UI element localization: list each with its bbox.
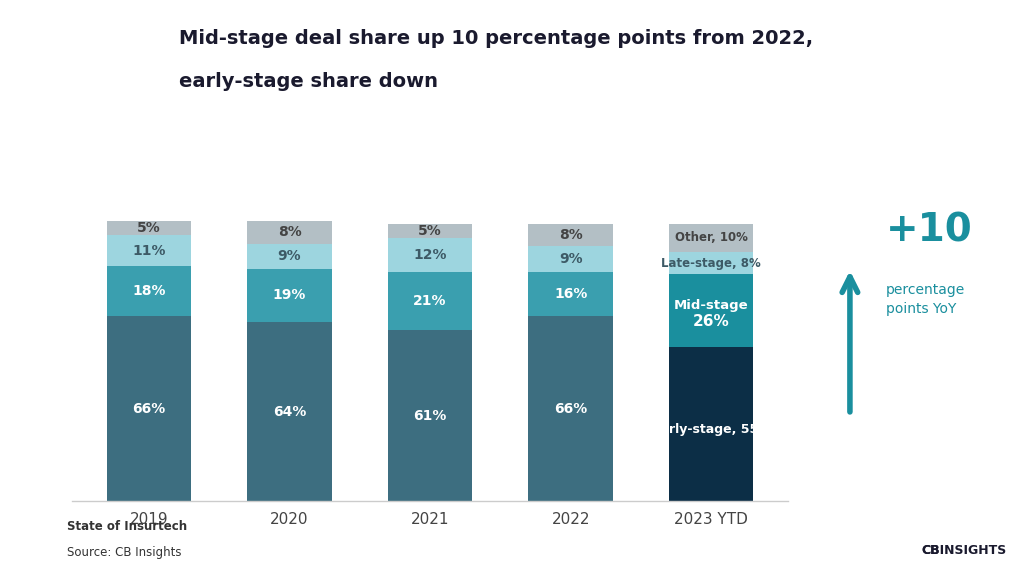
Bar [388,331,472,501]
Text: percentage
points YoY: percentage points YoY [886,283,965,316]
Text: State of Insurtech: State of Insurtech [67,520,186,533]
Bar [248,244,332,269]
Text: 64%: 64% [272,404,306,419]
Text: CBINSIGHTS: CBINSIGHTS [922,544,1007,556]
Bar [388,238,472,271]
Text: 26%: 26% [693,314,729,329]
Bar [388,271,472,331]
Bar [106,266,191,316]
Text: Late-stage, 8%: Late-stage, 8% [662,257,761,270]
Bar [248,269,332,322]
Text: 19%: 19% [272,289,306,302]
Bar [528,271,612,316]
Text: 5%: 5% [137,221,161,235]
Bar [106,221,191,235]
Text: 12%: 12% [414,248,446,262]
Bar [106,235,191,266]
Text: early-stage share down: early-stage share down [179,72,438,91]
Bar [528,224,612,247]
Text: Mid-stage deal share up 10 percentage points from 2022,: Mid-stage deal share up 10 percentage po… [179,29,813,48]
Text: Other, 10%: Other, 10% [675,232,748,244]
Text: Early-stage, 55%: Early-stage, 55% [652,423,770,436]
Text: 8%: 8% [559,228,583,242]
Bar [669,224,754,252]
Text: 16%: 16% [554,287,588,301]
Text: 21%: 21% [414,294,446,308]
Bar [248,221,332,244]
Text: 8%: 8% [278,225,301,240]
Text: Mid-stage: Mid-stage [674,299,749,312]
Bar [106,316,191,501]
Text: 66%: 66% [132,401,166,416]
Text: 9%: 9% [278,249,301,263]
Bar [528,247,612,271]
Text: 9%: 9% [559,252,583,266]
Text: 61%: 61% [414,409,446,423]
Text: CB: CB [922,544,940,556]
Bar [248,322,332,501]
Bar [528,316,612,501]
Text: 11%: 11% [132,244,166,257]
Bar [669,347,754,501]
Text: 5%: 5% [418,224,442,238]
Text: Source: CB Insights: Source: CB Insights [67,545,181,559]
Text: 18%: 18% [132,284,166,298]
Text: +10: +10 [886,211,973,249]
Text: 66%: 66% [554,401,587,416]
Bar [669,274,754,347]
Bar [669,252,754,274]
Bar [388,224,472,238]
